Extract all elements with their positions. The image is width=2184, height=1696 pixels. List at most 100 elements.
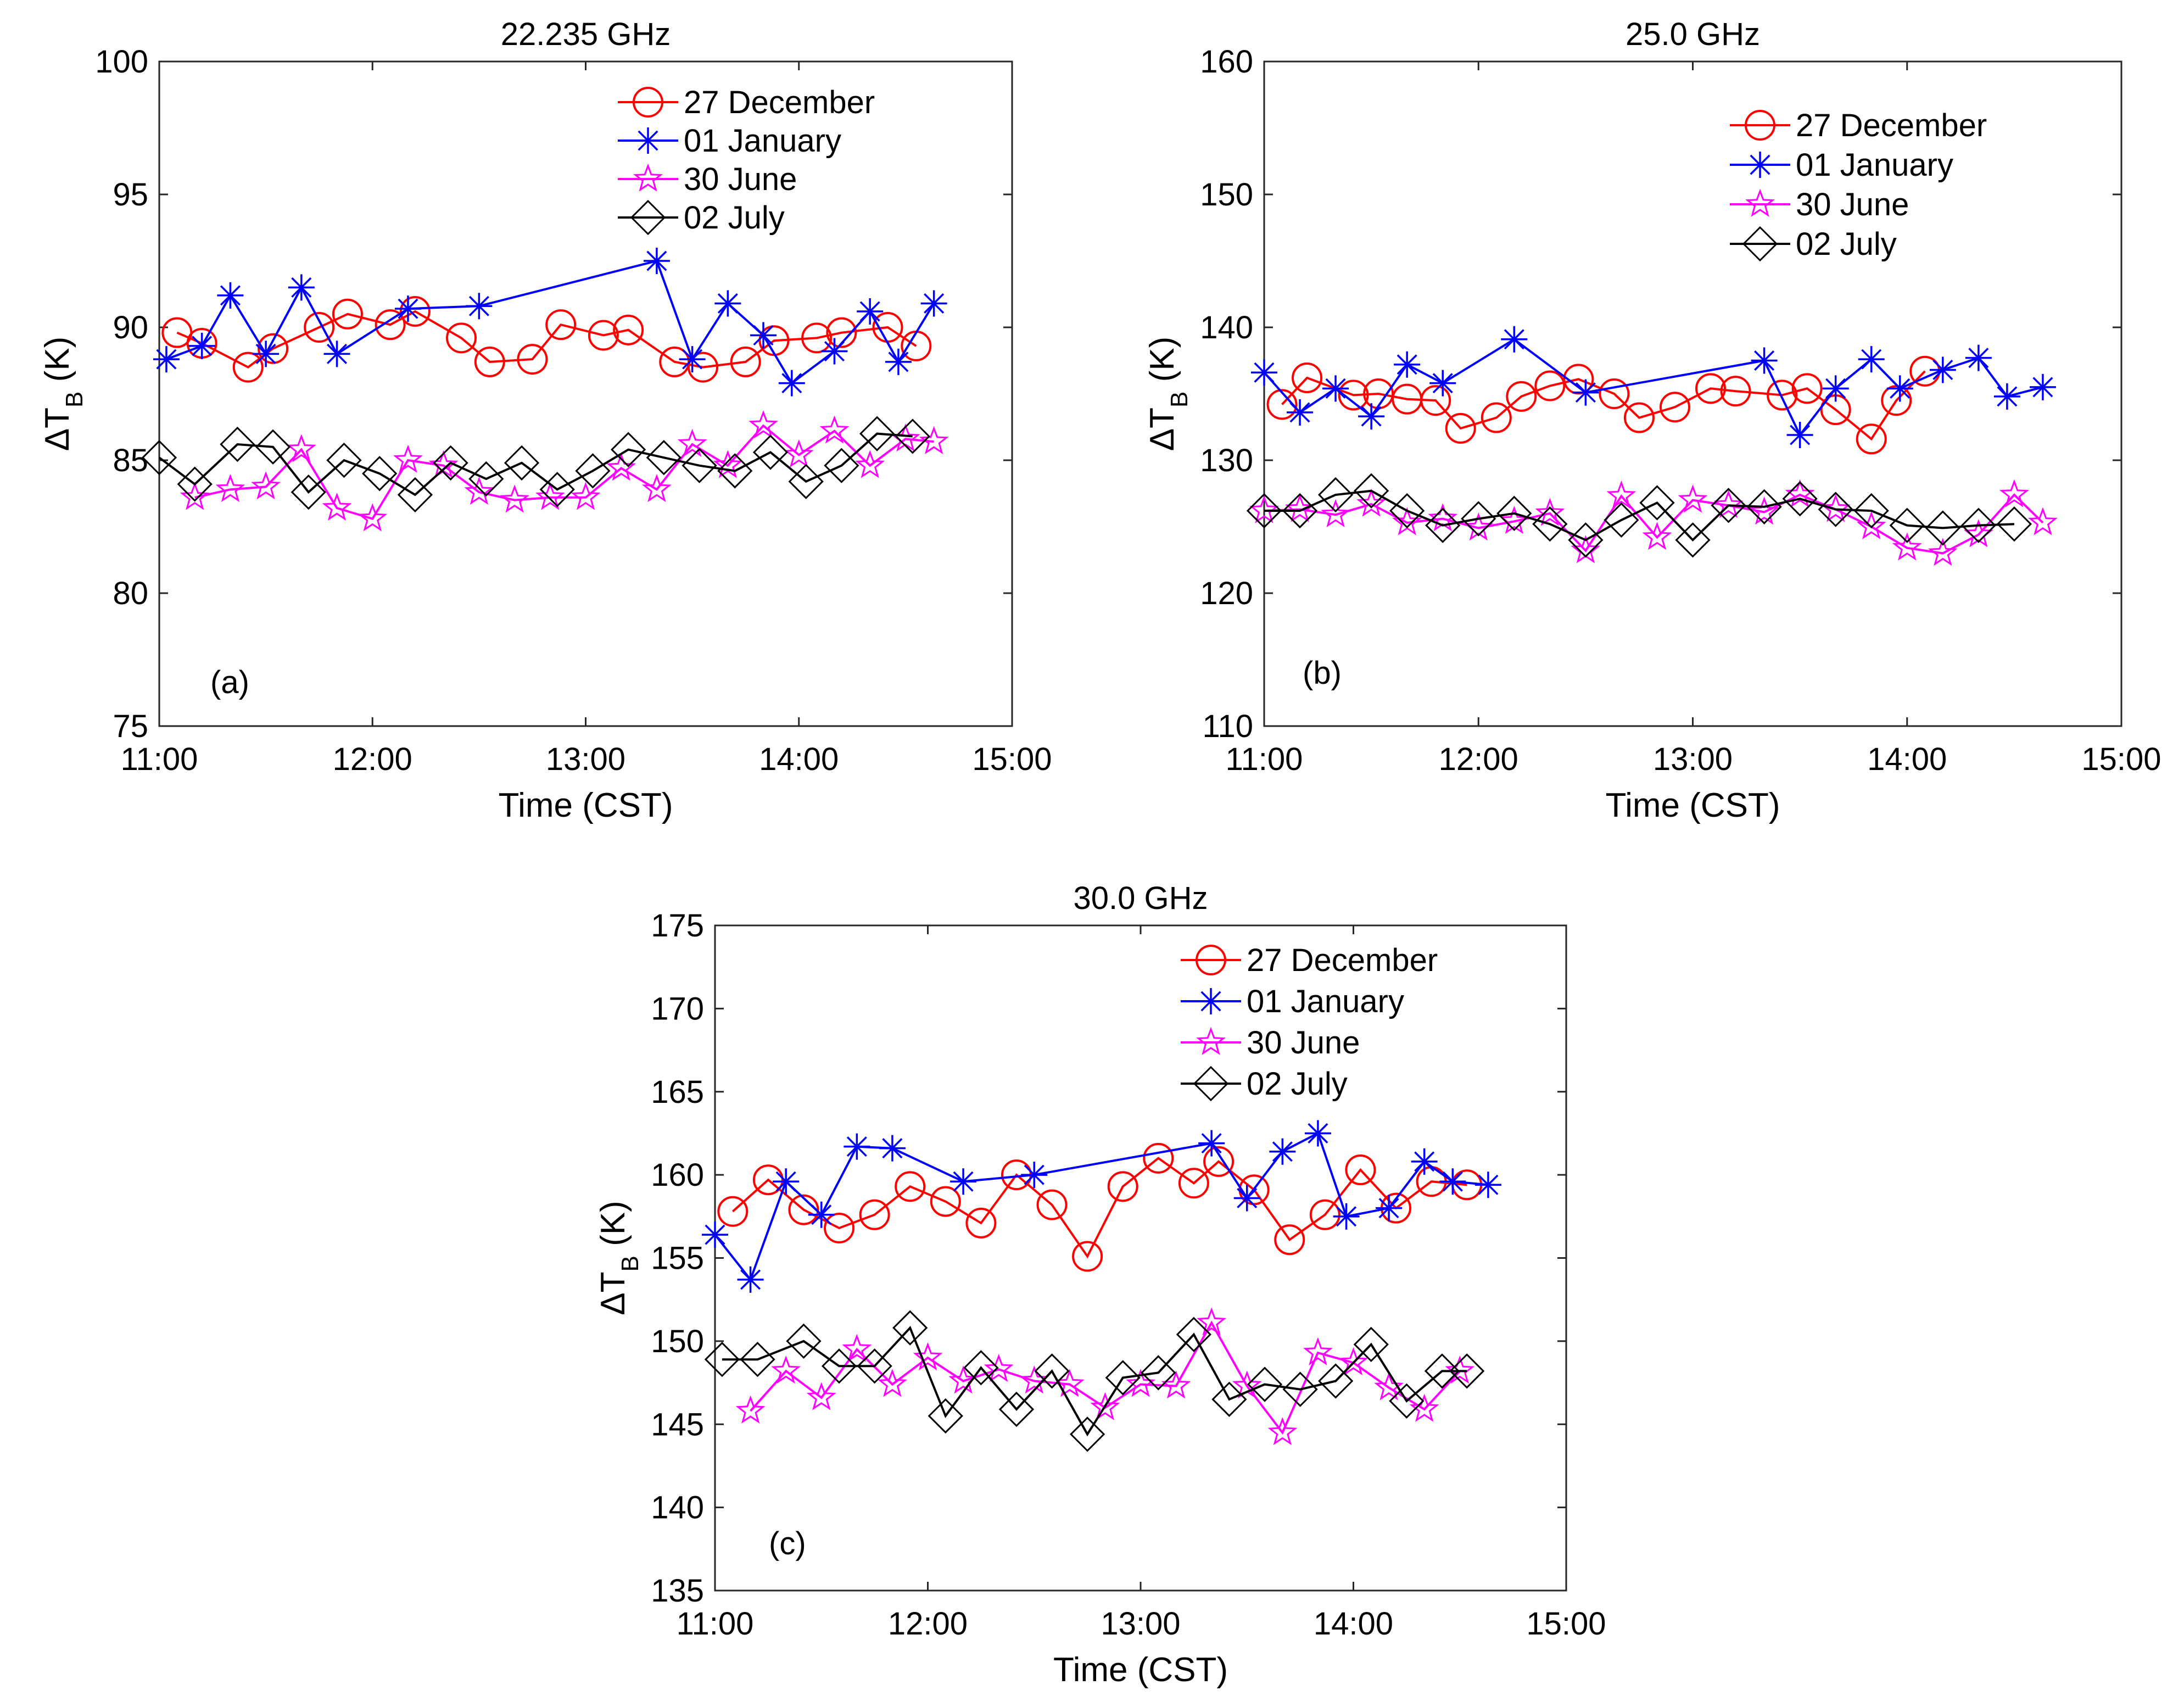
series-line (158, 432, 913, 496)
data-point (1034, 1353, 1070, 1389)
data-point (1445, 412, 1476, 444)
series-27-december (717, 1142, 1483, 1272)
data-point (153, 346, 180, 373)
data-point (1751, 347, 1778, 374)
data-point (1856, 511, 1886, 539)
y-tick-label: 95 (113, 177, 148, 213)
data-point (1695, 373, 1727, 404)
data-point (1720, 376, 1751, 407)
data-point (1246, 493, 1282, 529)
data-point (1105, 1360, 1141, 1396)
y-tick-label: 85 (113, 443, 148, 478)
data-point (950, 1168, 977, 1195)
data-point (808, 1201, 835, 1228)
data-point (220, 426, 255, 462)
legend-label: 02 July (1796, 226, 1897, 262)
x-tick-label: 13:00 (1653, 741, 1733, 777)
data-point (1424, 1353, 1460, 1389)
legend-label: 02 July (684, 200, 785, 236)
series-01-january (153, 248, 947, 397)
legend-marker (633, 87, 663, 118)
data-point (1749, 496, 1779, 525)
data-point (984, 1354, 1014, 1382)
legend-label: 01 January (1796, 147, 1953, 183)
data-point (642, 473, 672, 503)
data-point (844, 1133, 870, 1160)
data-point (859, 1199, 890, 1230)
data-point (1420, 385, 1451, 416)
y-tick-label: 130 (1200, 443, 1253, 478)
legend-label: 01 January (1247, 984, 1404, 1019)
data-point (1642, 522, 1672, 550)
data-point (913, 1342, 943, 1371)
data-point (326, 442, 362, 478)
data-point (258, 333, 289, 364)
legend-marker (1196, 1026, 1226, 1055)
data-point (1767, 380, 1798, 411)
x-tick-label: 13:00 (546, 741, 625, 777)
legend-marker (633, 163, 663, 192)
series-line (1264, 493, 2044, 555)
data-point (535, 482, 565, 510)
data-point (1394, 351, 1421, 378)
panel-tag: (a) (210, 665, 249, 700)
x-tick-label: 14:00 (1867, 741, 1947, 777)
y-tick-label: 150 (1200, 177, 1253, 213)
data-point (1429, 370, 1456, 397)
data-point (895, 1171, 926, 1202)
data-point (1409, 1393, 1439, 1422)
data-point (824, 1213, 855, 1244)
data-point (1292, 362, 1323, 393)
data-point (1287, 399, 1314, 426)
data-point (895, 419, 930, 454)
data-point (141, 440, 177, 476)
data-point (188, 332, 215, 359)
data-point (928, 1398, 963, 1434)
data-point (1534, 370, 1566, 401)
x-axis-label: Time (CST) (1053, 1651, 1228, 1689)
data-point (819, 415, 850, 444)
data-point (855, 450, 885, 478)
series-02-july (704, 1310, 1485, 1452)
data-point (930, 1186, 961, 1217)
data-point (1251, 359, 1277, 386)
data-point (1269, 1138, 1296, 1165)
data-point (1449, 1353, 1485, 1389)
data-point (1019, 1365, 1049, 1394)
data-point (717, 453, 753, 489)
data-point (1072, 1241, 1103, 1272)
data-point (1211, 1381, 1247, 1417)
data-point (821, 1348, 857, 1384)
data-point (1791, 373, 1823, 404)
data-point (1389, 493, 1425, 529)
legend-label: 27 December (684, 85, 875, 120)
data-point (1532, 506, 1568, 542)
data-point (1928, 538, 1958, 566)
data-point (1963, 519, 1993, 548)
data-point (646, 440, 682, 476)
data-point (920, 290, 947, 317)
x-tick-label: 12:00 (1439, 741, 1518, 777)
data-point (1090, 1392, 1120, 1420)
data-point (1203, 1146, 1235, 1177)
data-point (399, 295, 431, 327)
legend-marker (635, 127, 661, 154)
data-point (713, 450, 743, 478)
data-point (504, 445, 540, 481)
data-point (1496, 495, 1532, 531)
data-point (1309, 1199, 1340, 1230)
data-point (1929, 356, 1956, 383)
data-point (1659, 392, 1690, 423)
y-tick-label: 135 (651, 1573, 704, 1609)
y-axis-label: ΔTB (K) (594, 1201, 644, 1315)
x-axis-label: Time (CST) (499, 786, 673, 824)
legend-label: 30 June (1247, 1025, 1360, 1061)
data-point (704, 1342, 740, 1377)
data-point (1678, 484, 1708, 513)
legend-marker (1747, 152, 1773, 178)
data-point (1501, 326, 1528, 353)
data-point (965, 1207, 997, 1238)
data-point (714, 290, 741, 317)
data-point (806, 1382, 836, 1410)
